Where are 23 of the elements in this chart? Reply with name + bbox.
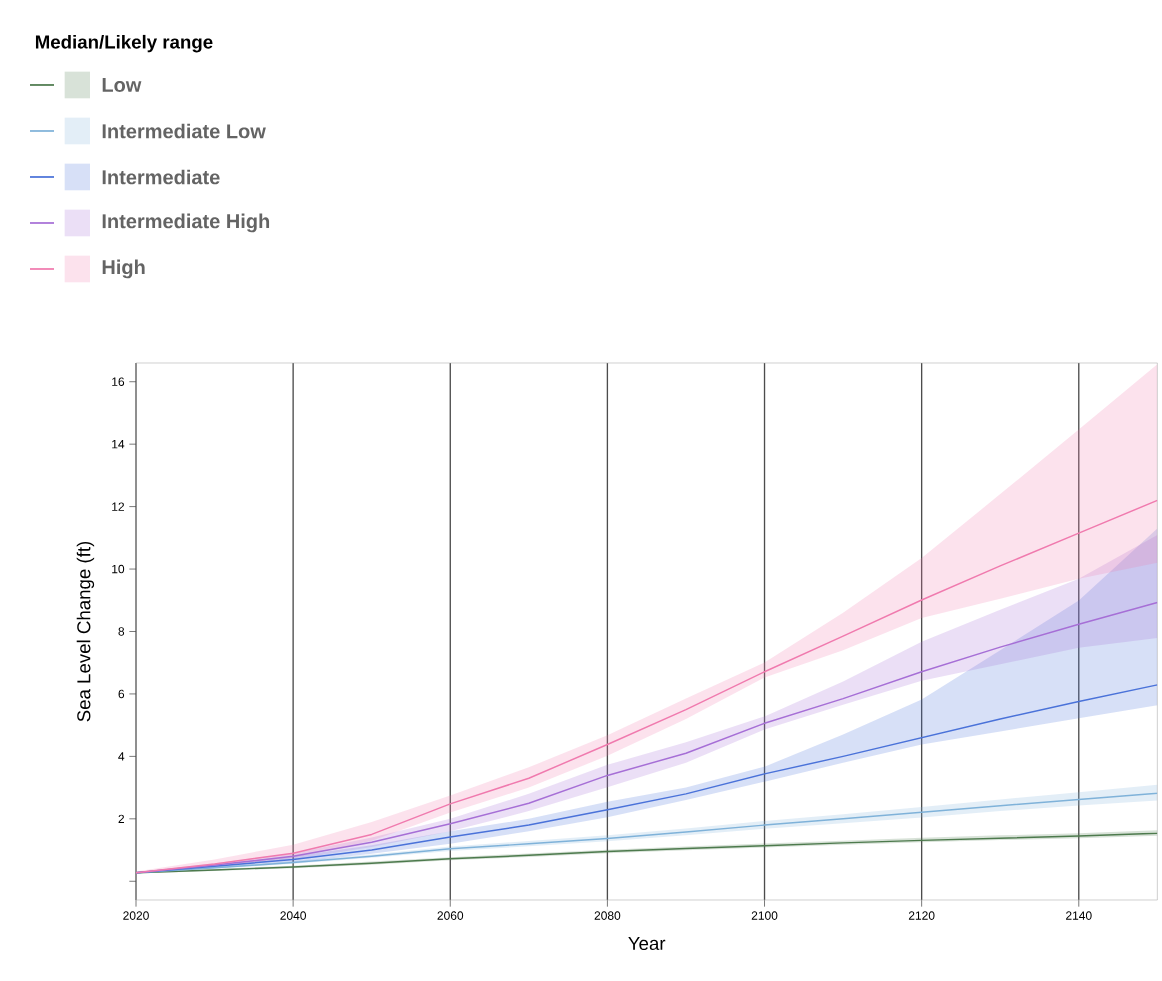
y-tick-label: 16 — [112, 377, 125, 386]
x-tick-label: 2040 — [280, 911, 307, 920]
y-tick-label: 12 — [112, 502, 125, 511]
x-tick-label: 2140 — [1066, 911, 1092, 920]
x-tick-label: 2080 — [594, 911, 621, 920]
y-tick-label: 14 — [112, 440, 125, 449]
x-axis-title: Year — [628, 937, 666, 951]
x-tick-label: 2060 — [437, 911, 464, 920]
legend-title: Median/Likely range — [35, 34, 213, 53]
x-tick-label: 2100 — [751, 911, 778, 920]
legend-label: Low — [102, 78, 142, 92]
legend-label: Intermediate — [102, 169, 220, 185]
y-axis-title: Sea Level Change (ft) — [76, 541, 95, 722]
y-tick-label: 2 — [118, 814, 125, 824]
y-tick-label: 6 — [118, 689, 125, 699]
legend-label: Intermediate Low — [102, 123, 266, 139]
x-tick-label: 2120 — [908, 911, 935, 920]
y-tick-label: 10 — [112, 564, 125, 574]
legend-label: Intermediate High — [102, 213, 270, 233]
x-tick-label: 2020 — [123, 911, 149, 920]
y-tick-label: 4 — [118, 752, 125, 761]
legend-label: High — [102, 259, 145, 279]
y-tick-label: 8 — [118, 627, 125, 636]
